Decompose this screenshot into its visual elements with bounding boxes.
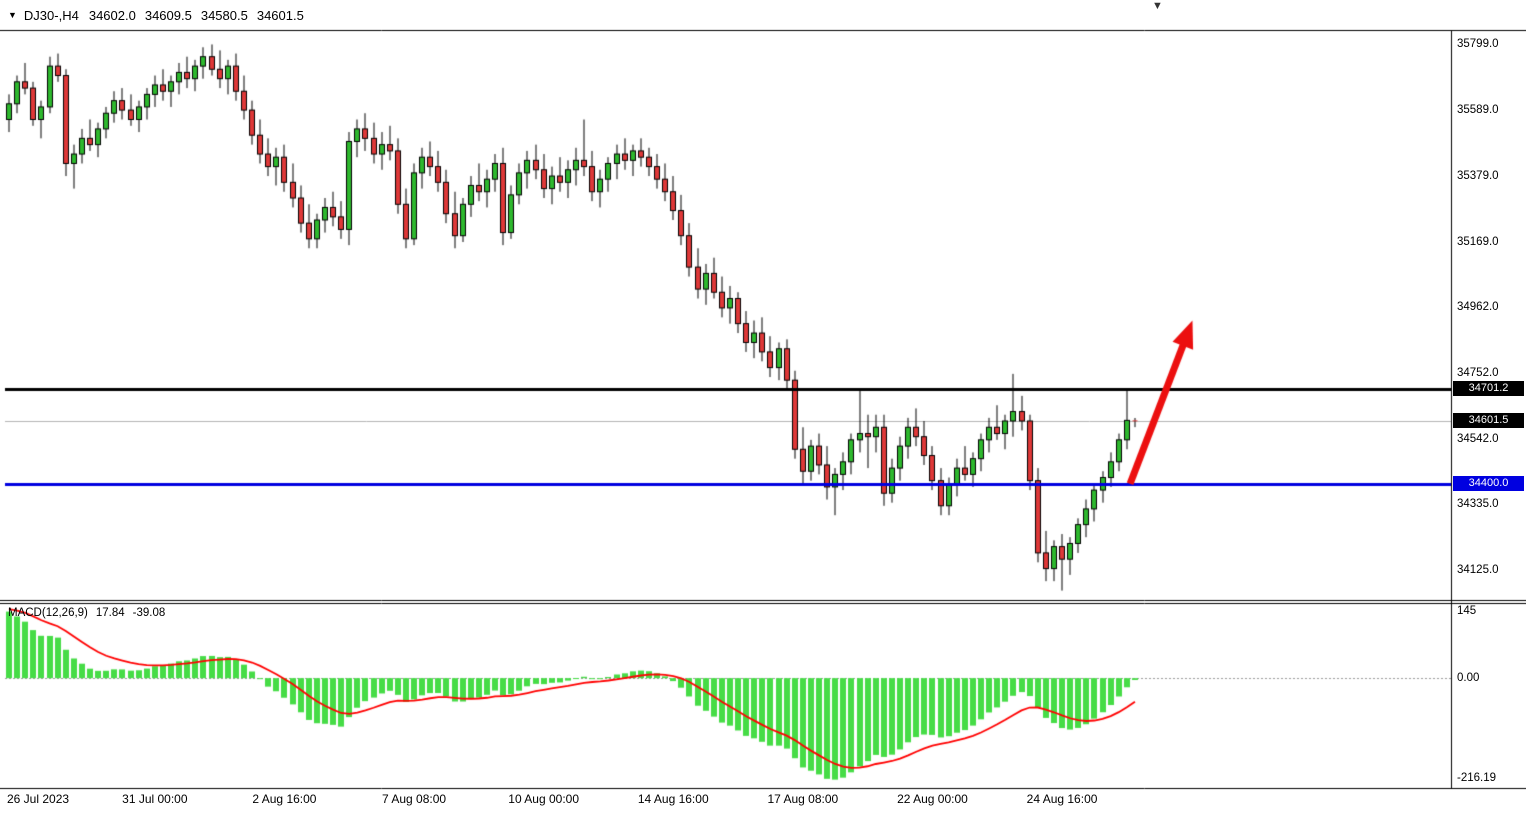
price-axis-label: 35589.0 <box>1457 104 1499 117</box>
time-axis-label: 22 Aug 00:00 <box>897 792 968 806</box>
ohlc-high: 34609.5 <box>144 7 192 23</box>
time-axis-label: 2 Aug 16:00 <box>252 792 317 806</box>
ohlc-low: 34580.5 <box>200 7 248 23</box>
macd-axis-label: -216.19 <box>1457 772 1497 785</box>
time-axis-label: 24 Aug 16:00 <box>1026 792 1098 806</box>
price-axis-label: 34125.0 <box>1457 564 1499 577</box>
price-scale[interactable]: 35799.0 35589.0 35379.0 35169.0 34962.0 34752… <box>1452 0 1526 789</box>
symbol-dropdown-icon[interactable]: ▼ <box>8 10 17 20</box>
ohlc-open: 34602.0 <box>88 7 136 23</box>
price-axis-label: 35799.0 <box>1457 38 1499 51</box>
ohlc-close: 34601.5 <box>256 7 304 23</box>
price-axis-label: 35379.0 <box>1457 170 1499 183</box>
time-axis-label: 14 Aug 16:00 <box>637 792 709 806</box>
macd-main-value: 17.84 <box>95 607 125 619</box>
symbol-period-label: DJ30-,H4 <box>23 7 79 23</box>
price-axis-label: 35169.0 <box>1457 236 1499 249</box>
price-tag-current: 34601.5 <box>1453 412 1524 428</box>
price-tag-resistance: 34701.2 <box>1453 381 1524 397</box>
macd-signal-value: -39.08 <box>132 607 166 619</box>
time-scale[interactable]: 26 Jul 2023 31 Jul 00:00 2 Aug 16:00 7 Aug … <box>0 789 1526 813</box>
macd-axis-label: 145 <box>1457 604 1477 617</box>
macd-indicator-label: MACD(12,26,9) 17.84 -39.08 <box>8 607 165 619</box>
time-axis-label: 31 Jul 00:00 <box>122 792 188 806</box>
price-tag-support: 34400.0 <box>1453 475 1524 491</box>
macd-axis-label: 0.00 <box>1457 672 1480 685</box>
time-axis-label: 17 Aug 08:00 <box>767 792 839 806</box>
symbol-info-bar: ▼ DJ30-,H4 34602.0 34609.5 34580.5 34601… <box>0 0 1526 30</box>
macd-name: MACD(12,26,9) <box>8 607 88 619</box>
time-axis-label: 7 Aug 08:00 <box>382 792 447 806</box>
chart-shift-marker-icon[interactable]: ▼ <box>1152 0 1163 12</box>
price-axis-label: 34752.0 <box>1457 367 1499 380</box>
time-axis-label: 26 Jul 2023 <box>7 792 70 806</box>
price-axis-label: 34335.0 <box>1457 498 1499 511</box>
price-axis-label: 34962.0 <box>1457 301 1499 314</box>
time-axis-label: 10 Aug 00:00 <box>508 792 580 806</box>
price-axis-label: 34542.0 <box>1457 433 1499 446</box>
